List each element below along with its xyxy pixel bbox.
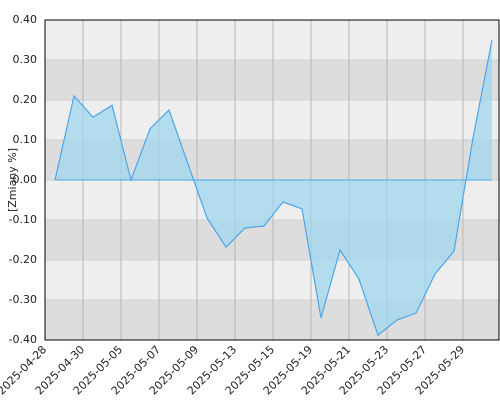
y-axis-label: [Zmiany %] (6, 148, 19, 212)
area (55, 40, 492, 336)
y-tick-label: 0.10 (13, 133, 38, 146)
plot-border (44, 19, 500, 341)
y-tick-label: 0.20 (13, 93, 38, 106)
y-tick-label: -0.40 (9, 333, 37, 346)
y-tick-label: 0.30 (13, 53, 38, 66)
y-tick-label: 0.40 (13, 13, 38, 26)
y-tick-label: -0.20 (9, 253, 37, 266)
y-tick-label: 0.00 (13, 173, 38, 186)
y-tick-label: -0.10 (9, 213, 37, 226)
band (45, 60, 499, 100)
line (54, 39, 493, 337)
y-tick-label: -0.30 (9, 293, 37, 306)
band (45, 300, 499, 340)
band (45, 20, 499, 60)
